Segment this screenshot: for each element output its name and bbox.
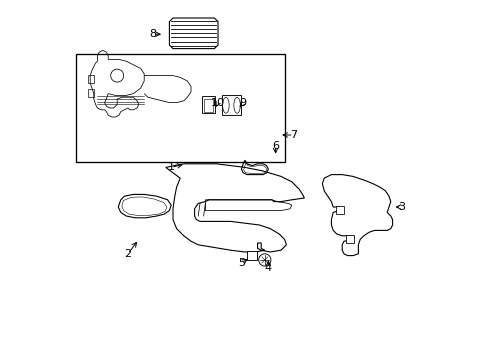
Text: 7: 7 [290, 130, 297, 140]
Text: 4: 4 [265, 263, 272, 273]
Text: 1: 1 [168, 162, 175, 172]
Text: 5: 5 [238, 258, 245, 268]
Bar [202, 96, 216, 113]
Text: 9: 9 [240, 98, 247, 108]
Text: 3: 3 [398, 202, 405, 212]
Bar [76, 54, 285, 162]
Bar [221, 95, 242, 115]
Text: 10: 10 [211, 98, 225, 108]
Bar [204, 99, 213, 112]
Text: 2: 2 [124, 249, 131, 259]
Bar [346, 235, 354, 243]
Text: 6: 6 [272, 141, 279, 151]
Text: 8: 8 [149, 29, 157, 39]
Bar [88, 75, 94, 83]
Polygon shape [170, 18, 218, 49]
Bar [336, 206, 343, 214]
Bar [88, 89, 94, 97]
Circle shape [259, 254, 271, 266]
Bar [247, 251, 257, 260]
